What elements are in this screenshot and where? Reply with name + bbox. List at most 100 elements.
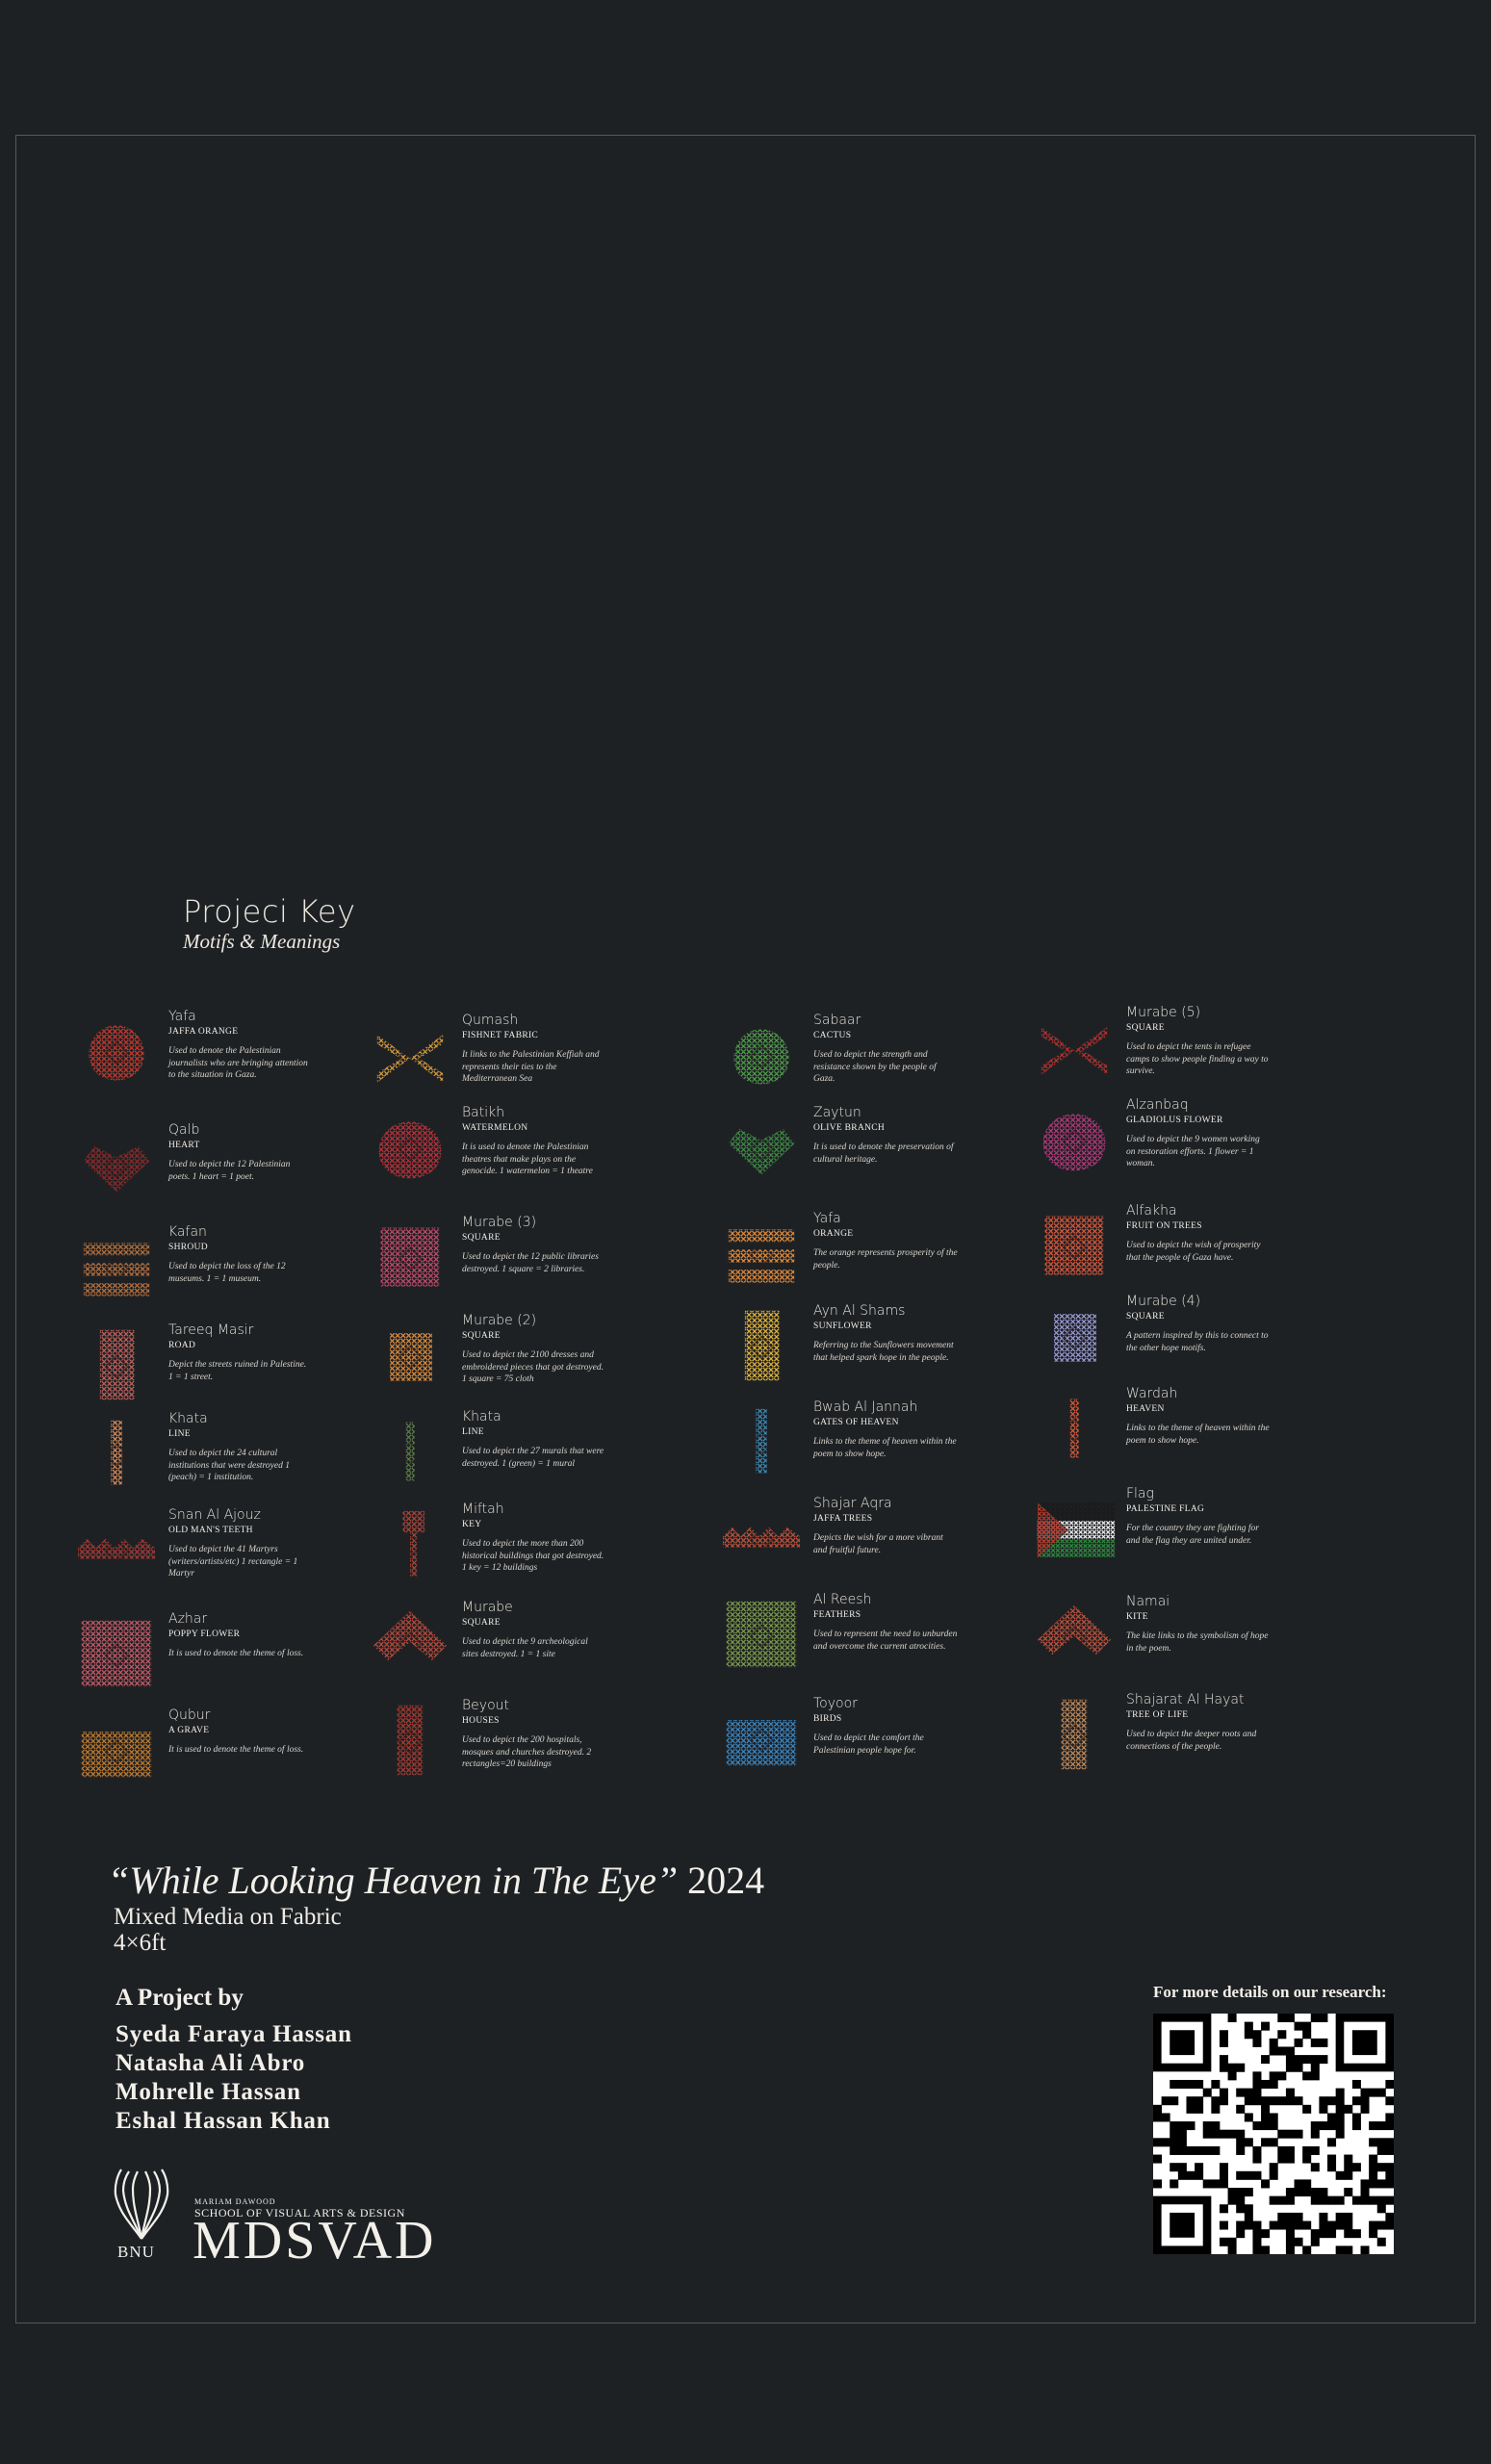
gates-icon [749,1408,774,1474]
square-icon [373,1610,448,1661]
motif-name: Yafa [813,1211,841,1226]
kite-icon [1037,1604,1112,1656]
motif-english-name: TREE OF LIFE [1126,1710,1189,1720]
motif-description: Depicts the wish for a more vibrant and … [813,1533,943,1555]
motif-english-name: JAFFA ORANGE [168,1027,239,1037]
line-icon [104,1420,129,1485]
motif-english-name: FISHNET FABRIC [462,1031,539,1040]
motif-english-name: FEATHERS [813,1610,861,1620]
motif-name: Batikh [462,1105,505,1120]
motif-english-name: SQUARE [1126,1023,1165,1033]
motif-english-name: OLIVE BRANCH [813,1123,886,1133]
motif-description: It is used to denote the theme of loss. [168,1649,304,1658]
motif-description: Links to the theme of heaven within the … [813,1437,957,1459]
motif-description: Used to represent the need to unburden a… [813,1630,958,1652]
motif-name: Beyout [462,1698,509,1713]
motif-description: Used to depict the 12 public libraries d… [462,1252,599,1274]
watermelon-icon [378,1121,442,1179]
motif-english-name: A GRAVE [168,1726,210,1735]
motif-name: Yafa [168,1009,196,1024]
tree-of-life-icon [1061,1699,1088,1770]
motif-name: Miftah [462,1502,504,1517]
motif-description: It is used to denote the preservation of… [813,1142,954,1165]
feathers-icon [726,1601,797,1668]
road-icon [99,1329,136,1400]
motif-description: Used to depict the 9 archeological sites… [462,1637,588,1659]
motif-english-name: ROAD [168,1341,196,1350]
square-3-icon [380,1227,440,1287]
jaffa-orange-icon [89,1025,144,1081]
motif-name: Al Reesh [813,1592,872,1607]
green-line-icon [398,1422,423,1481]
motif-description: For the country they are fighting for an… [1126,1524,1259,1546]
member-name: Eshal Hassan Khan [116,2108,331,2134]
motif-description: It links to the Palestinian Keffiah and … [462,1050,600,1084]
motif-english-name: LINE [168,1429,191,1439]
motif-english-name: HEART [168,1141,200,1150]
motif-name: Shajarat Al Hayat [1126,1692,1245,1707]
motif-description: A pattern inspired by this to connect to… [1126,1331,1269,1353]
motif-name: Qalb [168,1122,200,1138]
birds-icon [726,1719,797,1766]
artwork-name: “While Looking Heaven in The Eye” [108,1859,679,1902]
motif-description: Used to depict the 9 women working on re… [1126,1135,1260,1168]
research-label: For more details on our research: [1153,1983,1387,2001]
square-4-icon [1054,1314,1096,1362]
motif-name: Kafan [168,1224,207,1240]
shroud-icon [83,1243,150,1296]
motif-english-name: SQUARE [1126,1312,1165,1322]
motif-english-name: JAFFA TREES [813,1514,873,1524]
motif-english-name: WATERMELON [462,1123,528,1133]
motif-name: Murabe (4) [1126,1294,1201,1309]
poppy-icon [81,1620,152,1687]
motif-name: Qubur [168,1707,211,1723]
motif-description: Used to depict the 200 hospitals, mosque… [462,1735,592,1769]
sunflower-icon [744,1310,781,1381]
motif-name: Shajar Aqra [813,1496,892,1511]
artwork-medium: Mixed Media on Fabric [114,1904,342,1930]
motif-english-name: KEY [462,1520,482,1529]
motif-english-name: HOUSES [462,1716,500,1726]
motif-description: Depict the streets ruined in Palestine. … [168,1360,307,1382]
heart-icon [83,1145,150,1193]
motif-description: Used to depict the more than 200 histori… [462,1539,604,1573]
motif-description: Used to depict the 24 cultural instituti… [168,1449,290,1482]
bnu-label: BNU [117,2243,155,2261]
motif-english-name: KITE [1126,1612,1148,1622]
motif-name: Khata [168,1411,208,1426]
key-subtitle: Motifs & Meanings [183,930,341,953]
square-2-icon [390,1333,432,1381]
motif-english-name: POPPY FLOWER [168,1630,241,1639]
motif-name: Snan Al Ajouz [168,1507,261,1523]
fruit-trees-icon [1044,1216,1104,1275]
motif-description: Referring to the Sunflowers movement tha… [813,1341,954,1363]
teeth-icon [78,1538,155,1564]
motif-description: The orange represents prosperity of the … [813,1248,958,1270]
qr-code[interactable] [1153,2014,1394,2254]
motif-name: Murabe (5) [1126,1005,1201,1020]
motif-english-name: GATES OF HEAVEN [813,1418,899,1427]
member-name: Mohrelle Hassan [116,2079,301,2105]
motif-description: Used to depict the 12 Palestinian poets.… [168,1160,291,1182]
member-name: Natasha Ali Abro [116,2050,306,2076]
motif-english-name: PALESTINE FLAG [1126,1504,1205,1514]
motif-description: Used to depict the strength and resistan… [813,1050,937,1084]
motif-name: Namai [1126,1594,1170,1609]
motif-description: Used to depict the 27 murals that were d… [462,1447,604,1469]
motif-name: Wardah [1126,1386,1178,1401]
heaven-flower-icon [1062,1399,1087,1458]
motif-english-name: GLADIOLUS FLOWER [1126,1116,1223,1125]
motif-english-name: HEAVEN [1126,1404,1165,1414]
olive-icon [728,1128,795,1175]
motif-name: Ayn Al Shams [813,1303,906,1319]
motif-english-name: BIRDS [813,1714,842,1724]
artwork-title: “While Looking Heaven in The Eye” 2024 [108,1858,764,1903]
grave-icon [81,1731,152,1778]
motif-english-name: FRUIT ON TREES [1126,1221,1202,1231]
key-title: Projeci Key [183,893,356,930]
motif-english-name: CACTUS [813,1031,852,1040]
artwork-size: 4×6ft [114,1930,167,1956]
credits-heading: A Project by [116,1985,244,2011]
bnu-logo-icon [114,2169,169,2240]
square-5-icon [1041,1027,1108,1075]
